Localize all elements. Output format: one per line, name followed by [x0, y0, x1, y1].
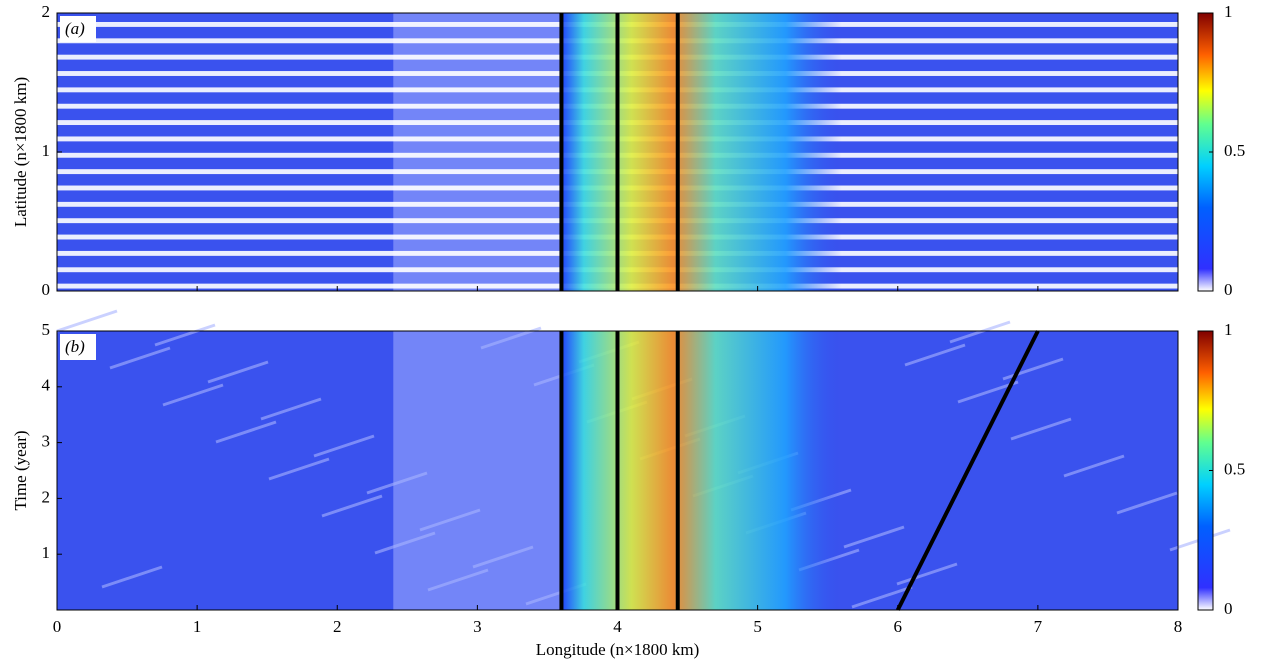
y-tick-label: 0: [42, 280, 51, 299]
streak: [904, 343, 966, 367]
panel-label-box: [60, 16, 96, 42]
streak: [313, 434, 375, 458]
streak: [1116, 491, 1178, 515]
streak: [1063, 454, 1125, 478]
y-tick-label: 5: [42, 320, 51, 339]
y-tick-label: 1: [42, 141, 51, 160]
x-tick-label: 2: [333, 617, 342, 636]
colorbar-tick-label: 0.5: [1224, 141, 1245, 160]
streak: [851, 585, 913, 609]
streak: [109, 346, 171, 370]
field-light: [393, 331, 562, 610]
y-tick-label: 4: [42, 376, 51, 395]
x-tick-label: 0: [53, 617, 62, 636]
streak: [268, 457, 330, 481]
colorbar-tick-label: 0: [1224, 280, 1233, 299]
panel-label: (b): [65, 337, 85, 356]
streak: [215, 420, 277, 444]
x-tick-label: 5: [753, 617, 762, 636]
streak: [366, 471, 428, 495]
x-tick-label: 6: [894, 617, 903, 636]
streak: [101, 565, 163, 589]
y-axis-title: Time (year): [11, 430, 30, 510]
streak: [207, 360, 269, 384]
propagation-line: [895, 330, 1040, 611]
streak: [154, 323, 216, 347]
streak: [427, 568, 489, 592]
colorbar-tick-label: 0: [1224, 599, 1233, 618]
colorbar-tick-label: 0.5: [1224, 459, 1245, 478]
streak: [1002, 357, 1064, 381]
panel-label-box: [60, 334, 96, 360]
streak: [419, 508, 481, 532]
field-hot: [561, 13, 842, 291]
streak: [843, 525, 905, 549]
x-axis-title: Longitude (n×1800 km): [536, 640, 700, 659]
streak: [1010, 417, 1072, 441]
y-tick-label: 3: [42, 432, 51, 451]
y-axis-title: Latitude (n×1800 km): [11, 77, 30, 227]
x-tick-label: 4: [613, 617, 622, 636]
x-tick-label: 7: [1034, 617, 1043, 636]
streak: [896, 562, 958, 586]
y-tick-label: 2: [42, 487, 51, 506]
field-hot: [561, 331, 842, 610]
streak: [472, 545, 534, 569]
panel-label: (a): [65, 19, 85, 38]
x-tick-label: 3: [473, 617, 482, 636]
y-tick-label: 2: [42, 2, 51, 21]
streak: [949, 320, 1011, 344]
colorbar-tick-label: 1: [1224, 2, 1233, 21]
streak: [260, 397, 322, 421]
streak: [56, 309, 118, 333]
x-tick-label: 1: [193, 617, 202, 636]
streak: [321, 494, 383, 518]
streak: [957, 380, 1019, 404]
streak: [374, 531, 436, 555]
streak: [162, 383, 224, 407]
y-tick-label: 1: [42, 543, 51, 562]
x-tick-label: 8: [1174, 617, 1183, 636]
colorbar-tick-label: 1: [1224, 320, 1233, 339]
